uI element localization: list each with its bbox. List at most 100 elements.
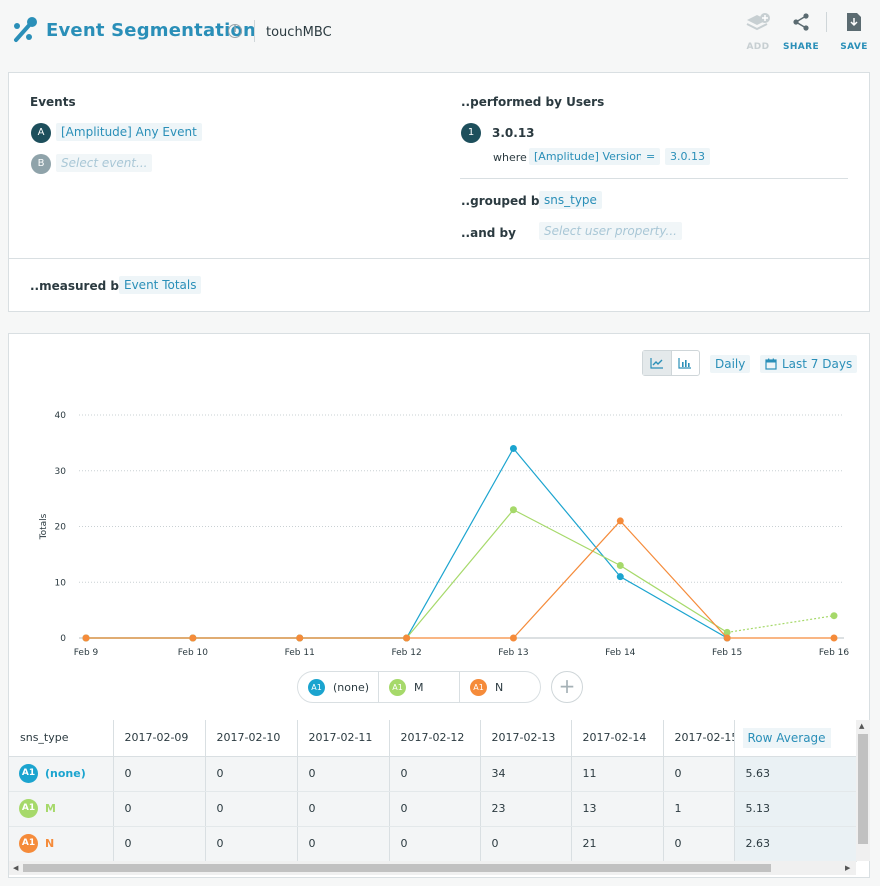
table-cell: 0	[205, 826, 298, 862]
and-by-label: ..and by	[461, 226, 516, 240]
table-cell: 0	[389, 791, 481, 827]
info-icon[interactable]: i	[228, 24, 242, 38]
y-tick-label: 30	[55, 467, 67, 477]
legend-label: M	[414, 680, 424, 694]
segment-name[interactable]: 3.0.13	[492, 126, 535, 140]
legend-item-none[interactable]: A1 (none)	[298, 672, 379, 702]
x-tick-label: Feb 11	[285, 648, 315, 658]
date-range-selector[interactable]: Last 7 Days	[760, 355, 858, 373]
table-horizontal-scrollbar[interactable]: ◀ ▶	[9, 861, 856, 875]
table-row: A1 (none) 0 0 0 0 34 11 0 5.63	[9, 756, 857, 792]
row-average-cell: 5.63	[733, 756, 857, 792]
series-m-point	[509, 506, 517, 514]
grouped-by-selector[interactable]: sns_type	[539, 191, 602, 209]
row-label-cell: A1 M	[9, 791, 114, 827]
table-cell: 0	[389, 826, 481, 862]
column-header[interactable]: 2017-02-10	[205, 720, 298, 757]
where-property[interactable]: [Amplitude] Version	[529, 148, 648, 165]
series-m-point	[723, 628, 731, 636]
app-header: Event Segmentation i touchMBC ADD SHARE …	[0, 0, 880, 64]
legend-item-m[interactable]: A1 M	[379, 672, 460, 702]
table-cell: 13	[571, 791, 664, 827]
legend-badge: A1	[389, 678, 406, 696]
event-b-selector[interactable]: Select event...	[56, 154, 153, 172]
column-header[interactable]: 2017-02-13	[480, 720, 572, 757]
line-chart-button[interactable]	[643, 351, 672, 375]
row-label-cell: A1 N	[9, 826, 114, 862]
x-tick-label: Feb 15	[712, 648, 742, 658]
table-cell: 0	[297, 826, 390, 862]
add-segment-button[interactable]: +	[551, 671, 583, 703]
table-cell: 23	[480, 791, 572, 827]
table-header-row: sns_type 2017-02-09 2017-02-10 2017-02-1…	[9, 720, 857, 757]
row-badge: A1	[19, 764, 38, 783]
event-a-badge: A	[31, 123, 51, 143]
scroll-left-icon[interactable]: ◀	[13, 864, 19, 872]
chart-panel: Daily Last 7 Days 0 10 20 30 40 Feb 9 Feb 10 Fe…	[8, 333, 870, 878]
row-label: (none)	[45, 767, 86, 780]
legend-item-n[interactable]: A1 N	[460, 672, 540, 702]
table-row: A1 N 0 0 0 0 0 21 0 2.63	[9, 826, 857, 862]
table-cell: 21	[571, 826, 664, 862]
measured-by-label: ..measured by	[30, 279, 127, 293]
y-axis-label: Totals	[39, 513, 49, 540]
interval-selector[interactable]: Daily	[710, 355, 751, 373]
table-vertical-scrollbar[interactable]: ▲	[856, 720, 870, 861]
series-m-line	[619, 565, 728, 633]
scroll-up-icon[interactable]: ▲	[859, 722, 865, 730]
chart-type-toggle	[642, 350, 700, 376]
column-header[interactable]: 2017-02-12	[389, 720, 481, 757]
where-label: where	[493, 151, 527, 164]
measure-panel: ..measured by Event Totals	[8, 258, 870, 312]
row-average-cell: 2.63	[733, 826, 857, 862]
table-cell: 0	[389, 756, 481, 792]
column-header[interactable]: 2017-02-15	[663, 720, 735, 757]
line-chart: 0 10 20 30 40 Feb 9 Feb 10 Feb 11 Feb 12 Feb 13 Fe…	[39, 411, 849, 658]
users-divider	[460, 178, 848, 179]
save-button[interactable]: SAVE	[838, 10, 870, 52]
row-badge: A1	[19, 834, 38, 853]
x-tick-label: Feb 12	[391, 648, 421, 658]
column-header[interactable]: sns_type	[9, 720, 114, 757]
series-n-point	[296, 634, 304, 642]
x-tick-label: Feb 14	[605, 648, 636, 658]
table-cell: 0	[113, 756, 206, 792]
bar-chart-button[interactable]	[672, 351, 700, 375]
series-m-line	[406, 509, 514, 639]
share-button[interactable]: SHARE	[782, 10, 820, 52]
table-cell: 0	[663, 756, 735, 792]
bar-chart-icon	[678, 358, 692, 369]
vertical-scroll-thumb[interactable]	[858, 734, 868, 844]
series-m-point	[616, 562, 624, 570]
segment-badge: 1	[461, 123, 481, 143]
where-value[interactable]: 3.0.13	[665, 148, 710, 165]
series-none-line	[619, 576, 728, 639]
and-by-selector[interactable]: Select user property...	[539, 222, 682, 240]
column-header[interactable]: 2017-02-11	[297, 720, 390, 757]
column-header[interactable]: 2017-02-14	[571, 720, 664, 757]
scroll-right-icon[interactable]: ▶	[845, 864, 851, 872]
series-n-line	[512, 520, 621, 639]
where-operator[interactable]: =	[641, 148, 661, 165]
data-table: sns_type 2017-02-09 2017-02-10 2017-02-1…	[9, 720, 857, 862]
add-button[interactable]: ADD	[742, 10, 774, 52]
table-cell: 0	[297, 791, 390, 827]
events-panel: Events A [Amplitude] Any Event B Select …	[8, 72, 441, 259]
performed-by-label: ..performed by Users	[461, 95, 605, 109]
table-cell: 0	[113, 826, 206, 862]
add-chart-icon	[746, 13, 770, 31]
horizontal-scroll-thumb[interactable]	[23, 864, 771, 872]
measured-by-selector[interactable]: Event Totals	[119, 276, 202, 294]
row-average-cell: 5.13	[733, 791, 857, 827]
table-cell: 34	[480, 756, 572, 792]
table-cell: 0	[480, 826, 572, 862]
row-average-header[interactable]: Row Average	[733, 720, 857, 757]
table-cell: 0	[297, 756, 390, 792]
series-n-point	[723, 634, 731, 642]
legend-label: N	[495, 680, 504, 694]
project-name[interactable]: touchMBC	[266, 25, 332, 40]
event-a-selector[interactable]: [Amplitude] Any Event	[56, 123, 202, 141]
events-label: Events	[30, 95, 76, 109]
column-header[interactable]: 2017-02-09	[113, 720, 206, 757]
line-chart-icon	[650, 358, 663, 369]
